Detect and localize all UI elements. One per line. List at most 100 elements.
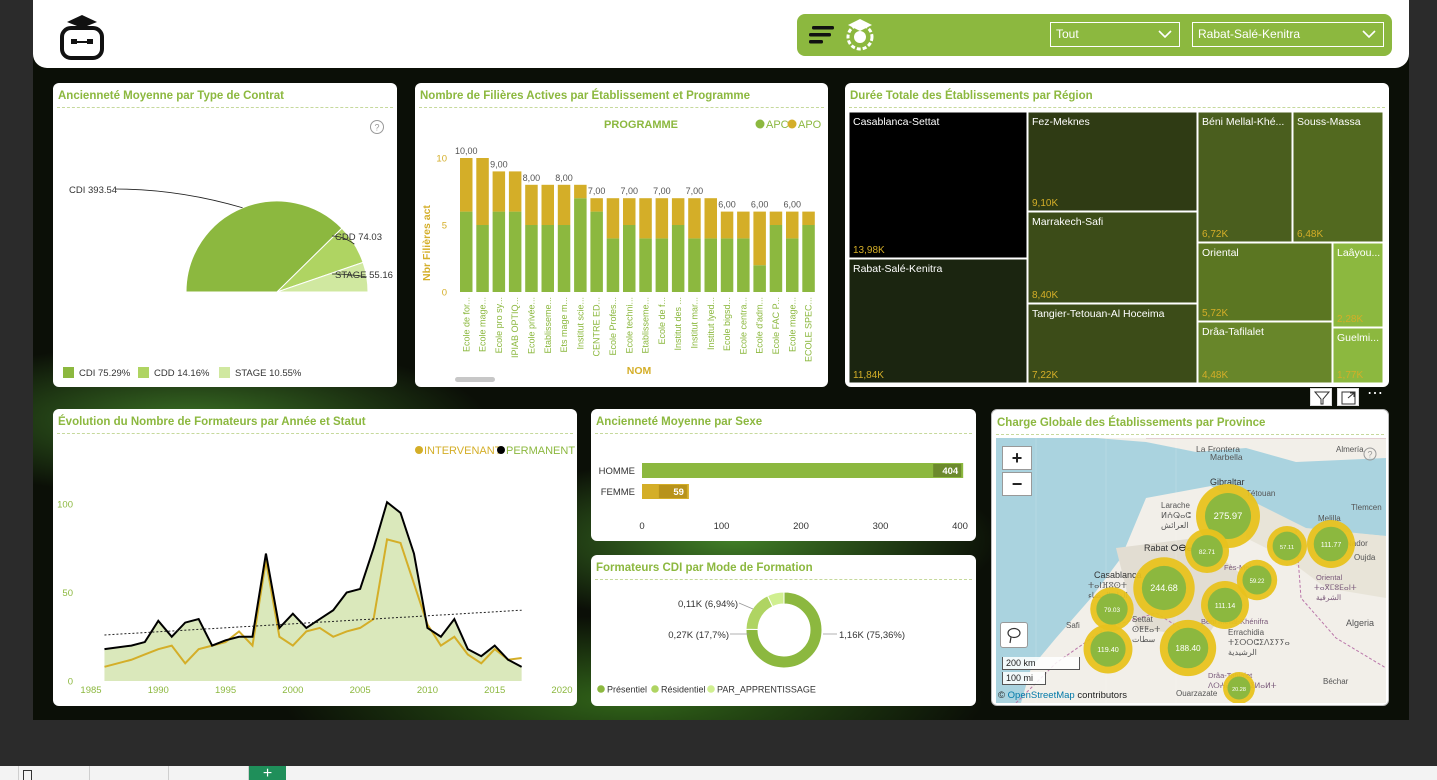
data-label: 6,00 <box>783 200 801 210</box>
lasso-select-button[interactable] <box>1000 622 1028 648</box>
legend-marker <box>138 367 149 378</box>
bubble-label: 244.68 <box>1150 583 1178 593</box>
x-tick-label: Etablisseme... <box>543 297 553 354</box>
legend-intervenant: INTERVENANT <box>424 445 502 457</box>
mode-title: Formateurs CDI par Mode de Formation <box>596 562 813 574</box>
map-credit: © OpenStreetMap contributors <box>998 690 1127 701</box>
evolution-card[interactable]: Évolution du Nombre de Formateurs par An… <box>53 409 577 706</box>
bar-label-bg <box>933 464 962 477</box>
treemap-label: Laâyou... <box>1337 247 1380 259</box>
map-place: ⵜⴰⵏⴼⵓⵙⵜ <box>1088 581 1127 590</box>
legend-permanent: PERMANENT <box>506 445 575 457</box>
legend-marker <box>651 685 659 693</box>
treemap-value: 2,28K <box>1337 314 1363 325</box>
bar-apc <box>541 225 554 292</box>
map-card[interactable]: Charge Globale des Établissements par Pr… <box>991 409 1389 706</box>
sexe-card[interactable]: Ancienneté Moyenne par Sexe HOMME 404 FEMM… <box>591 409 976 541</box>
filieres-bar-chart: PROGRAMME APC APO Nbr Filières act NOM 0… <box>421 119 822 382</box>
spain-land <box>996 438 1386 462</box>
legend-label: Résidentiel <box>661 685 706 695</box>
bubble-label: 59.22 <box>1250 579 1265 585</box>
regions-card[interactable]: Durée Totale des Établissements par Régi… <box>845 83 1389 387</box>
bubble-label: 111.77 <box>1321 542 1342 549</box>
y-tick-label: 10 <box>436 154 447 165</box>
regions-title: Durée Totale des Établissements par Régi… <box>850 90 1093 102</box>
x-tick-label: Etablisseme... <box>641 297 651 354</box>
donut-label: 1,16K (75,36%) <box>839 630 905 641</box>
leader-line <box>331 235 355 245</box>
bar-apc <box>737 238 750 292</box>
page-tab-icon[interactable] <box>18 766 38 780</box>
series-line-intervenant <box>104 538 522 668</box>
zoom-out-button[interactable]: − <box>1002 472 1032 496</box>
help-icon <box>370 120 384 134</box>
filter-dropdown-2[interactable]: Rabat-Salé-Kenitra <box>1192 22 1384 47</box>
credit-suffix: contributors <box>1077 690 1127 701</box>
treemap-label: Tangier-Tetouan-Al Hoceima <box>1032 308 1165 320</box>
map-place: Larache <box>1161 501 1190 510</box>
data-label: 7,00 <box>653 186 671 196</box>
add-page-button[interactable]: + <box>248 766 286 780</box>
page-tab[interactable] <box>168 766 248 780</box>
donut-label: 0,27K (17,7%) <box>668 630 729 641</box>
bar-apo <box>655 198 669 239</box>
bar-apc <box>525 225 538 292</box>
robot-graduation-cap-icon <box>60 15 104 60</box>
more-options-button[interactable]: ⋯ <box>1367 385 1383 402</box>
bar-apc <box>639 238 652 292</box>
bar-apo <box>688 198 701 239</box>
help-text: ? <box>1367 450 1372 460</box>
legend-marker <box>597 685 605 693</box>
focus-mode-icon[interactable] <box>1337 388 1359 406</box>
map-place: سطات <box>1132 635 1156 644</box>
map-place: ⵜⵉⵔⵔⵛⵉⴷⵉⵢⵢⴰ <box>1228 638 1290 647</box>
bubble-label: 275.97 <box>1214 510 1243 521</box>
map-place: Rabat ⵔⴱⴰⵟ <box>1144 543 1198 553</box>
province-map[interactable]: La Frontera Marbella Gibraltar Larache ⵍ… <box>996 438 1386 703</box>
bar-apc <box>769 225 783 292</box>
filieres-card[interactable]: Nombre de Filières Actives par Établisse… <box>415 83 828 387</box>
y-tick-label: 100 <box>57 500 73 511</box>
map-place: ⵙⵟⵟⴰⵜ <box>1132 625 1160 634</box>
treemap-label: Béni Mellal-Khé... <box>1202 116 1284 128</box>
treemap-cell <box>1332 242 1384 328</box>
chevron-down-icon <box>1158 30 1172 39</box>
contract-card[interactable]: Ancienneté Moyenne par Type de Contrat ?… <box>53 83 397 387</box>
x-tick-label: Ecole d'adm... <box>755 297 765 354</box>
bubble-inner <box>1242 565 1272 595</box>
x-tick-label: ECOLE SPEC... <box>804 297 814 362</box>
data-label: 6,00 <box>751 200 769 210</box>
mode-card[interactable]: Formateurs CDI par Mode de Formation 1,1… <box>591 555 976 706</box>
map-place: Béchar <box>1323 677 1349 686</box>
filter-icon[interactable] <box>1310 388 1332 406</box>
data-label: 9,00 <box>490 159 508 169</box>
legend-marker-apc <box>755 119 765 129</box>
control-bar <box>797 14 1392 56</box>
osm-link[interactable]: OpenStreetMap <box>1007 690 1075 701</box>
zoom-in-button[interactable]: + <box>1002 446 1032 470</box>
x-tick-label: 400 <box>952 521 968 532</box>
filter-dropdown-1[interactable]: Tout <box>1050 22 1180 47</box>
treemap-cell <box>1197 111 1293 243</box>
legend-apo: APO <box>798 119 822 131</box>
evolution-line-chart: INTERVENANT PERMANENT 0 50 100 1985 1990 1995… <box>57 445 575 696</box>
x-tick-label: CENTRE ED... <box>592 297 602 357</box>
treemap-value: 4,48K <box>1202 370 1228 381</box>
data-label: 10,00 <box>455 146 478 156</box>
treemap-value: 1,77K <box>1337 370 1363 381</box>
bar-category: HOMME <box>599 466 635 477</box>
y-axis-label: Nbr Filières act <box>421 205 433 281</box>
bar-apc <box>623 225 636 292</box>
contract-title: Ancienneté Moyenne par Type de Contrat <box>58 90 284 102</box>
bar-apo <box>786 211 799 239</box>
data-label: 8,00 <box>523 173 541 183</box>
menu-icon[interactable] <box>808 24 836 46</box>
legend-marker-permanent <box>497 446 505 454</box>
page-tab[interactable] <box>89 766 169 780</box>
bar-apo <box>802 211 815 225</box>
bar-label-bg <box>658 485 687 498</box>
y-tick-label: 0 <box>442 288 447 299</box>
x-tick-label: Ecole Profes... <box>608 297 618 356</box>
x-tick-label: Institut des ... <box>673 297 683 351</box>
bubble-label: 79.03 <box>1104 607 1120 614</box>
